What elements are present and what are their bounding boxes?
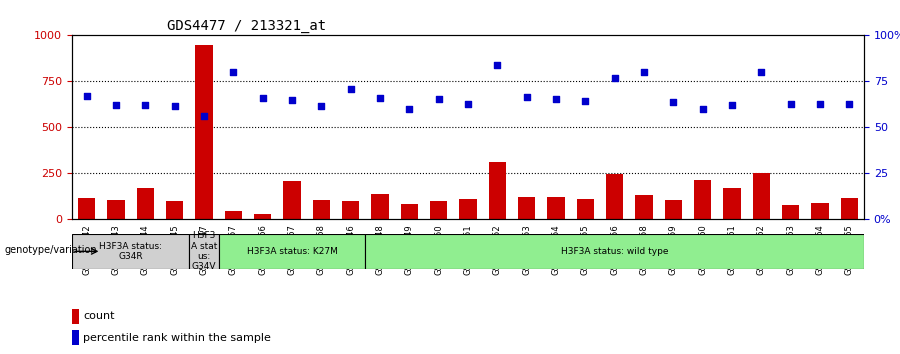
Bar [107,200,125,219]
Bar [312,200,330,219]
Bar [371,194,389,219]
Point [813,102,827,107]
Point [109,103,123,108]
Bar [547,198,565,219]
Text: H3F3
A stat
us:
G34V: H3F3 A stat us: G34V [191,231,217,272]
FancyBboxPatch shape [72,234,189,269]
Point [431,96,446,102]
Point [461,101,475,106]
Point [402,106,417,112]
Point [284,97,299,103]
Bar [195,45,212,219]
Point [373,95,387,101]
Text: H3F3A status: K27M: H3F3A status: K27M [247,247,338,256]
Bar [635,195,652,219]
Bar [782,205,799,219]
Point [519,94,534,100]
Bar [752,172,770,219]
Point [696,106,710,112]
Bar [841,198,858,219]
Bar [254,214,272,219]
Bar [489,162,506,219]
Bar [430,201,447,219]
Bar [606,175,624,219]
Bar [72,309,79,324]
Point [79,93,94,99]
Bar [166,201,184,219]
Point [608,75,622,81]
Bar [694,180,712,219]
Bar [459,199,477,219]
Bar [664,200,682,219]
Point [344,86,358,92]
Bar [342,201,359,219]
Point [637,69,652,75]
Point [314,103,328,109]
Text: count: count [83,311,115,321]
Text: genotype/variation: genotype/variation [4,245,97,255]
Point [167,103,182,109]
Bar [78,198,95,219]
Point [256,95,270,101]
Bar [224,211,242,219]
Text: GDS4477 / 213321_at: GDS4477 / 213321_at [167,19,326,33]
Point [754,69,769,75]
FancyBboxPatch shape [365,234,864,269]
Text: H3F3A status:
G34R: H3F3A status: G34R [99,242,162,261]
Bar [284,181,301,219]
Bar [811,203,829,219]
Point [784,102,798,107]
FancyBboxPatch shape [189,234,219,269]
FancyBboxPatch shape [219,234,365,269]
Text: H3F3A status: wild type: H3F3A status: wild type [561,247,669,256]
Point [197,114,211,119]
Bar [577,199,594,219]
Bar [72,330,79,345]
Point [724,103,739,108]
Point [549,96,563,102]
Point [666,99,680,104]
Point [578,98,592,104]
Bar [400,204,418,219]
Point [226,69,240,75]
Bar [137,188,154,219]
Point [138,103,152,108]
Text: percentile rank within the sample: percentile rank within the sample [83,332,271,343]
Point [842,101,857,106]
Bar [724,188,741,219]
Point [491,62,505,68]
Bar [518,198,536,219]
